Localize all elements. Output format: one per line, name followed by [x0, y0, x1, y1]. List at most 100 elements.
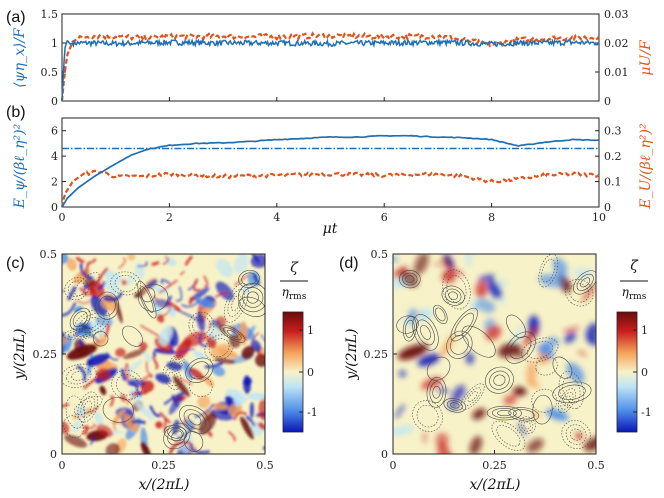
panel-c-vortex-patch [216, 258, 233, 278]
panel-c-vortex-filament [120, 368, 127, 381]
panel-c-streamline [183, 431, 204, 452]
panel-d-vortex-patch [472, 408, 486, 420]
panel-a-yleft-ticklabel-1: 0.5 [41, 66, 59, 79]
panel-d-vortex-filament [564, 326, 579, 333]
panel-d-streamline [563, 395, 571, 406]
panel-c-vortex-patch [96, 424, 114, 438]
panel-d-vortex-filament [535, 345, 546, 360]
panel-c-streamline [185, 357, 214, 383]
panel-c-vortex-filament [80, 323, 93, 330]
panel-c-vortex-patch [127, 254, 136, 261]
panel-c-vortex-filament [62, 290, 65, 292]
panel-d-streamline [565, 424, 587, 445]
panel-c-vortex-filament [188, 296, 196, 305]
panel-d-streamline [580, 277, 591, 288]
panel-c-vortex-filament [251, 254, 260, 264]
panel-d-vortex-patch [564, 331, 577, 344]
colorbar-d-label-numerator: ζ̄ [630, 258, 639, 274]
panel-d-vortex-filament [577, 350, 587, 357]
panel-c-streamline [111, 369, 144, 400]
panel-d-vortex-patch [529, 380, 540, 389]
panel-c-vortex-filament [245, 415, 256, 427]
panel-d-vortex-patch [487, 279, 502, 300]
panel-c-vortex-patch [115, 299, 123, 324]
panel-c-vortex-filament [178, 377, 193, 386]
panel-label-a: (a) [6, 9, 26, 26]
panel-c-vortex-patch [158, 325, 173, 347]
panel-c-vortex-patch [83, 278, 97, 287]
panel-c-vortex-patch [125, 273, 136, 286]
panel-d-streamline [509, 336, 532, 359]
panel-c-streamline [80, 396, 96, 418]
panel-d-streamline [432, 386, 441, 399]
panel-c-vortex-patch [214, 357, 236, 364]
panel-c-vortex-filament [158, 279, 179, 294]
panel-c-vortex-filament [96, 267, 109, 284]
panel-d-vortex-patch [581, 283, 596, 302]
panel-c-vortex-patch [97, 367, 111, 381]
panel-c-vortex-filament [103, 323, 111, 338]
panel-d-vortex-filament [437, 388, 450, 393]
panel-c-vortex-filament [163, 392, 185, 406]
panel-c-axes: 0 0.25 0.500.250.5 x/(2πL) y/(2πL) ζ ηrms … [12, 248, 318, 493]
panel-c-vortex-filament [62, 302, 77, 317]
series-E-psi-line [61, 134, 600, 208]
panel-c-vortex-patch [172, 375, 190, 397]
panel-c-streamline [63, 415, 84, 439]
panel-c-vortex-filament [75, 256, 85, 264]
panel-c-yticklabel-0: 0 [50, 448, 57, 461]
panel-c-streamline [69, 307, 91, 331]
panel-a-yleft-ticklabel-3: 1.5 [41, 8, 59, 21]
panel-a-frame [61, 13, 600, 102]
panel-c-vortex-filament [179, 450, 185, 454]
panel-d-streamline [443, 398, 467, 413]
panel-d-streamline [445, 288, 462, 303]
panel-c-vortex-patch [100, 298, 118, 312]
panel-d-streamline [416, 404, 439, 428]
panel-c-vortex-filament [207, 431, 213, 438]
panel-c-vortex-filament [203, 275, 209, 288]
panel-c-xlabel: x/(2πL) [139, 477, 190, 493]
panel-d-streamline [541, 258, 556, 283]
panel-b-yleft-ticklabel-2: 4 [51, 150, 58, 163]
panel-d-vortex-patch [575, 432, 583, 440]
panel-c-vortex-filament [62, 403, 70, 408]
panel-c-vortex-filament [233, 411, 248, 421]
panel-d-streamline [496, 425, 521, 447]
panel-c-vortex-patch [94, 411, 104, 427]
panel-c-streamline [83, 400, 93, 414]
panel-d-streamline [508, 407, 540, 422]
panel-c-vortex-patch [143, 351, 153, 362]
panel-d-yticklabel-2: 0.5 [371, 248, 389, 261]
panel-c-streamline [188, 375, 213, 397]
panel-c-vortex-filament [84, 262, 90, 275]
panel-d-streamline [426, 356, 451, 381]
panel-c-vortex-filament [171, 394, 179, 408]
panel-c-streamline [219, 324, 246, 343]
panel-c-vortex-filament [131, 420, 147, 425]
panel-c-yticklabel-2: 0.5 [40, 248, 58, 261]
panel-d-streamline [497, 410, 512, 417]
panel-d-vortex-patch [393, 266, 408, 279]
panel-d-vortex-patch [566, 362, 585, 384]
panel-c-streamline [163, 422, 191, 450]
panel-c-streamline [167, 427, 184, 439]
panel-c-streamline [188, 311, 215, 339]
panel-c-vortex-filament [151, 260, 160, 266]
panel-d-streamlines [396, 254, 596, 451]
panel-d-streamline [399, 269, 421, 289]
panel-d-streamline [420, 324, 431, 340]
panel-d-streamline [531, 388, 558, 413]
panel-c-streamline [77, 391, 99, 423]
panel-c-streamline [223, 283, 249, 323]
panel-d-streamline [520, 418, 534, 432]
panel-d-streamline [526, 341, 553, 359]
panel-d-vortex-patch [465, 254, 472, 267]
panel-c-streamline [73, 395, 103, 416]
panel-c-streamline [172, 356, 183, 367]
panel-d-streamline [448, 291, 458, 300]
colorbar-c-label-denominator: ηrms [282, 285, 307, 302]
panel-c-vortex-filament [88, 283, 102, 296]
panel-c-vortex-patch [193, 350, 206, 360]
